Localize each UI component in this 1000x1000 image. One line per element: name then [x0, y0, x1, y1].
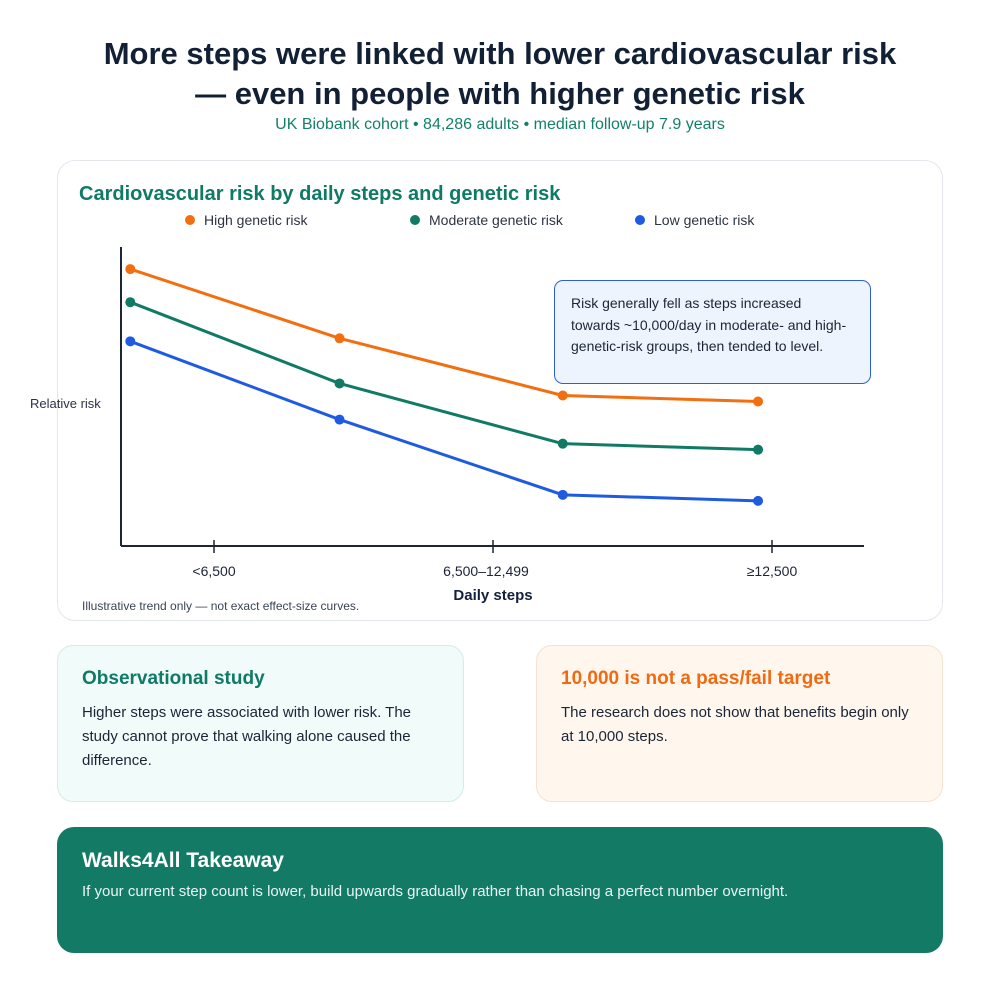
- legend-label-high: High genetic risk: [204, 212, 308, 228]
- legend-item-high: High genetic risk: [185, 212, 308, 228]
- page-title-line-2: — even in people with higher genetic ris…: [195, 76, 805, 111]
- chart-title: Cardiovascular risk by daily steps and g…: [79, 183, 561, 205]
- chart-note: Illustrative trend only — not exact effe…: [82, 599, 360, 613]
- y-axis-label: Relative risk: [30, 396, 101, 411]
- legend-item-low: Low genetic risk: [635, 212, 754, 228]
- legend-label-moderate: Moderate genetic risk: [429, 212, 563, 228]
- target-card-title: 10,000 is not a pass/fail target: [561, 668, 831, 689]
- chart-annotation: Risk generally fell as steps increased t…: [554, 280, 871, 384]
- chart-legend: High genetic risk Moderate genetic risk …: [0, 212, 1000, 232]
- takeaway-banner: Walks4All Takeaway If your current step …: [57, 827, 943, 953]
- legend-marker-high: [185, 215, 195, 225]
- legend-label-low: Low genetic risk: [654, 212, 755, 228]
- legend-marker-low: [635, 215, 645, 225]
- x-tick-label: 6,500–12,499: [443, 563, 529, 579]
- observational-card-title: Observational study: [82, 668, 265, 689]
- takeaway-title: Walks4All Takeaway: [82, 849, 284, 872]
- x-tick-label: ≥12,500: [746, 563, 798, 579]
- observational-study-card: Observational study Higher steps were as…: [57, 645, 464, 802]
- target-card-body: The research does not show that benefits…: [561, 704, 909, 745]
- legend-marker-moderate: [410, 215, 420, 225]
- page-title-line-1: More steps were linked with lower cardio…: [103, 36, 897, 71]
- x-tick-label: <6,500: [192, 563, 236, 579]
- legend-item-moderate: Moderate genetic risk: [410, 212, 563, 228]
- observational-card-body: Higher steps were associated with lower …: [82, 704, 412, 769]
- target-card: 10,000 is not a pass/fail target The res…: [536, 645, 943, 802]
- page-subtitle: UK Biobank cohort • 84,286 adults • medi…: [275, 116, 725, 133]
- x-axis-label: Daily steps: [453, 587, 533, 604]
- takeaway-body: If your current step count is lower, bui…: [82, 883, 789, 900]
- page-title: More steps were linked with lower cardio…: [0, 34, 1000, 114]
